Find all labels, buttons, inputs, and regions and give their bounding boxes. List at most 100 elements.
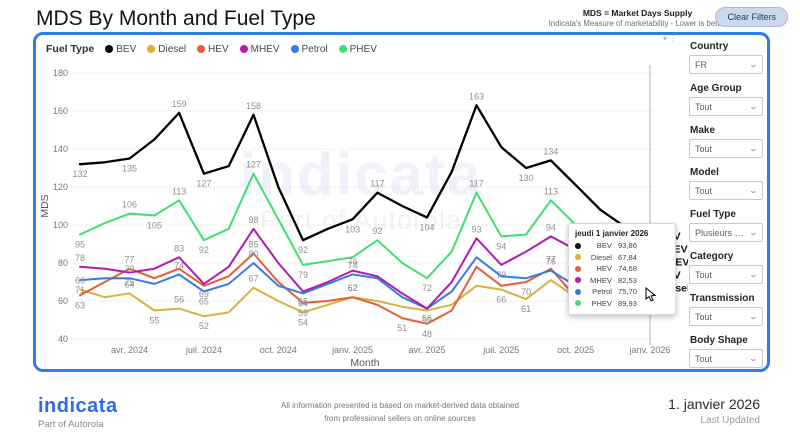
svg-text:avr. 2024: avr. 2024 bbox=[111, 345, 148, 355]
indicata-logo: indicata Part of Autorola bbox=[38, 395, 118, 430]
svg-text:103: 103 bbox=[345, 224, 360, 234]
filter-dropdown-make[interactable]: Tout ⌄ bbox=[689, 139, 763, 158]
mds-definition-title: MDS = Market Days Supply bbox=[582, 8, 693, 18]
svg-text:72: 72 bbox=[422, 283, 432, 293]
svg-text:75: 75 bbox=[125, 278, 135, 288]
svg-text:120: 120 bbox=[53, 182, 68, 192]
legend-item-mhev[interactable]: MHEV bbox=[239, 44, 280, 55]
tooltip-series-name: Diesel bbox=[590, 252, 612, 262]
tooltip-series-name: PHEV bbox=[591, 298, 612, 308]
svg-text:56: 56 bbox=[174, 295, 184, 305]
svg-text:oct. 2024: oct. 2024 bbox=[260, 345, 297, 355]
filter-dropdown-category[interactable]: Tout ⌄ bbox=[689, 265, 763, 284]
svg-text:105: 105 bbox=[147, 221, 162, 231]
svg-text:64: 64 bbox=[125, 279, 135, 289]
mds-definition-sub: Indicata's Measure of marketability - Lo… bbox=[548, 18, 727, 28]
legend-item-hev[interactable]: HEV bbox=[197, 44, 229, 55]
legend-dot bbox=[338, 45, 347, 53]
legend-dot bbox=[197, 45, 206, 53]
tooltip-series-value: 75,70 bbox=[618, 287, 638, 296]
svg-text:117: 117 bbox=[370, 179, 384, 189]
visual-header-icons[interactable]: ▾⋮ bbox=[663, 34, 679, 43]
filter-value-age-group: Tout bbox=[695, 101, 713, 112]
filter-group-make: Make Tout ⌄ bbox=[689, 125, 763, 158]
svg-text:163: 163 bbox=[469, 91, 484, 101]
line-bev bbox=[78, 104, 652, 242]
svg-text:79: 79 bbox=[496, 270, 506, 280]
svg-text:55: 55 bbox=[422, 316, 432, 326]
svg-text:158: 158 bbox=[246, 101, 261, 111]
tooltip-row-petrol: Petrol 75,70 bbox=[575, 287, 669, 296]
tooltip-series-dot bbox=[575, 277, 581, 283]
filter-label-transmission: Transmission bbox=[690, 293, 755, 304]
svg-text:59: 59 bbox=[298, 308, 308, 318]
svg-text:92: 92 bbox=[199, 245, 209, 255]
svg-text:70: 70 bbox=[521, 287, 531, 297]
tooltip-series-dot bbox=[575, 254, 581, 260]
tooltip-series-dot bbox=[575, 288, 581, 295]
svg-text:janv. 2025: janv. 2025 bbox=[331, 345, 373, 355]
legend-dot bbox=[239, 45, 248, 53]
filter-group-model: Model Tout ⌄ bbox=[689, 167, 763, 200]
filter-group-fuel-type: Fuel Type Plusieurs séle…⌄ bbox=[689, 209, 763, 242]
tooltip-series-value: 82,53 bbox=[618, 275, 638, 285]
tooltip-series-name: Petrol bbox=[592, 287, 612, 296]
filter-group-country: Country FR ⌄ bbox=[689, 41, 763, 74]
clear-filters-button[interactable]: Clear Filters bbox=[715, 7, 788, 27]
filter-group-transmission: Transmission Tout ⌄ bbox=[689, 293, 763, 326]
svg-text:127: 127 bbox=[196, 179, 211, 189]
filter-dropdown-age-group[interactable]: Tout ⌄ bbox=[689, 97, 763, 116]
svg-text:85: 85 bbox=[248, 240, 258, 250]
svg-text:74: 74 bbox=[174, 260, 184, 270]
filter-label-category: Category bbox=[690, 251, 734, 262]
svg-text:64: 64 bbox=[298, 298, 308, 308]
svg-text:Month: Month bbox=[350, 357, 379, 367]
pin-icon[interactable]: ⋮ bbox=[669, 34, 679, 43]
svg-text:95: 95 bbox=[75, 240, 85, 250]
filter-dropdown-body-shape[interactable]: Tout ⌄ bbox=[689, 349, 763, 368]
tooltip-row-hev: HEV 74,68 bbox=[575, 264, 669, 273]
filter-value-make: Tout bbox=[695, 143, 713, 154]
svg-text:juil. 2024: juil. 2024 bbox=[185, 345, 222, 355]
mds-line-chart[interactable]: 180 160 140 120 100 80 60 40 avr. 2024 juil. 2024… bbox=[38, 37, 688, 367]
filter-label-body-shape: Body Shape bbox=[690, 335, 748, 346]
svg-text:180: 180 bbox=[53, 68, 68, 78]
svg-text:77: 77 bbox=[546, 255, 556, 265]
filter-icon[interactable]: ▾ bbox=[662, 34, 669, 43]
svg-text:80: 80 bbox=[58, 258, 68, 268]
tooltip-series-name: BEV bbox=[596, 241, 612, 250]
legend-label: PHEV bbox=[349, 43, 377, 55]
chevron-down-icon: ⌄ bbox=[748, 144, 759, 153]
svg-text:69: 69 bbox=[199, 289, 209, 299]
svg-text:61: 61 bbox=[521, 304, 531, 314]
svg-text:83: 83 bbox=[174, 243, 184, 253]
legend-item-bev[interactable]: BEV bbox=[105, 44, 136, 55]
chevron-down-icon: ⌄ bbox=[748, 60, 759, 69]
last-updated: 1. janvier 2026 Last Updated bbox=[668, 396, 760, 426]
svg-text:56: 56 bbox=[422, 314, 432, 324]
legend-title: Fuel Type bbox=[46, 43, 95, 55]
svg-text:98: 98 bbox=[248, 215, 258, 225]
svg-text:oct. 2025: oct. 2025 bbox=[557, 345, 594, 355]
legend-item-petrol[interactable]: Petrol bbox=[290, 44, 328, 55]
filter-value-fuel-type: Plusieurs séle… bbox=[695, 227, 747, 238]
filter-dropdown-transmission[interactable]: Tout ⌄ bbox=[689, 307, 763, 326]
filter-value-model: Tout bbox=[695, 185, 713, 196]
svg-text:65: 65 bbox=[199, 297, 209, 307]
svg-text:76: 76 bbox=[546, 257, 556, 267]
filter-dropdown-model[interactable]: Tout ⌄ bbox=[689, 181, 763, 200]
svg-text:100: 100 bbox=[53, 220, 68, 230]
filter-dropdown-fuel-type[interactable]: Plusieurs séle…⌄ bbox=[689, 223, 763, 242]
legend-dot bbox=[290, 45, 299, 53]
tooltip-series-value: 74,68 bbox=[618, 264, 638, 273]
svg-text:94: 94 bbox=[496, 241, 506, 251]
legend-item-diesel[interactable]: Diesel bbox=[147, 44, 186, 55]
filter-label-model: Model bbox=[690, 167, 719, 178]
svg-text:92: 92 bbox=[372, 226, 382, 236]
filter-dropdown-country[interactable]: FR ⌄ bbox=[689, 55, 763, 74]
mds-definition: MDS = Market Days Supply Indicata's Meas… bbox=[545, 8, 730, 28]
tooltip-series-name: HEV bbox=[596, 264, 612, 273]
svg-text:117: 117 bbox=[469, 179, 483, 189]
legend-item-phev[interactable]: PHEV bbox=[338, 43, 377, 55]
